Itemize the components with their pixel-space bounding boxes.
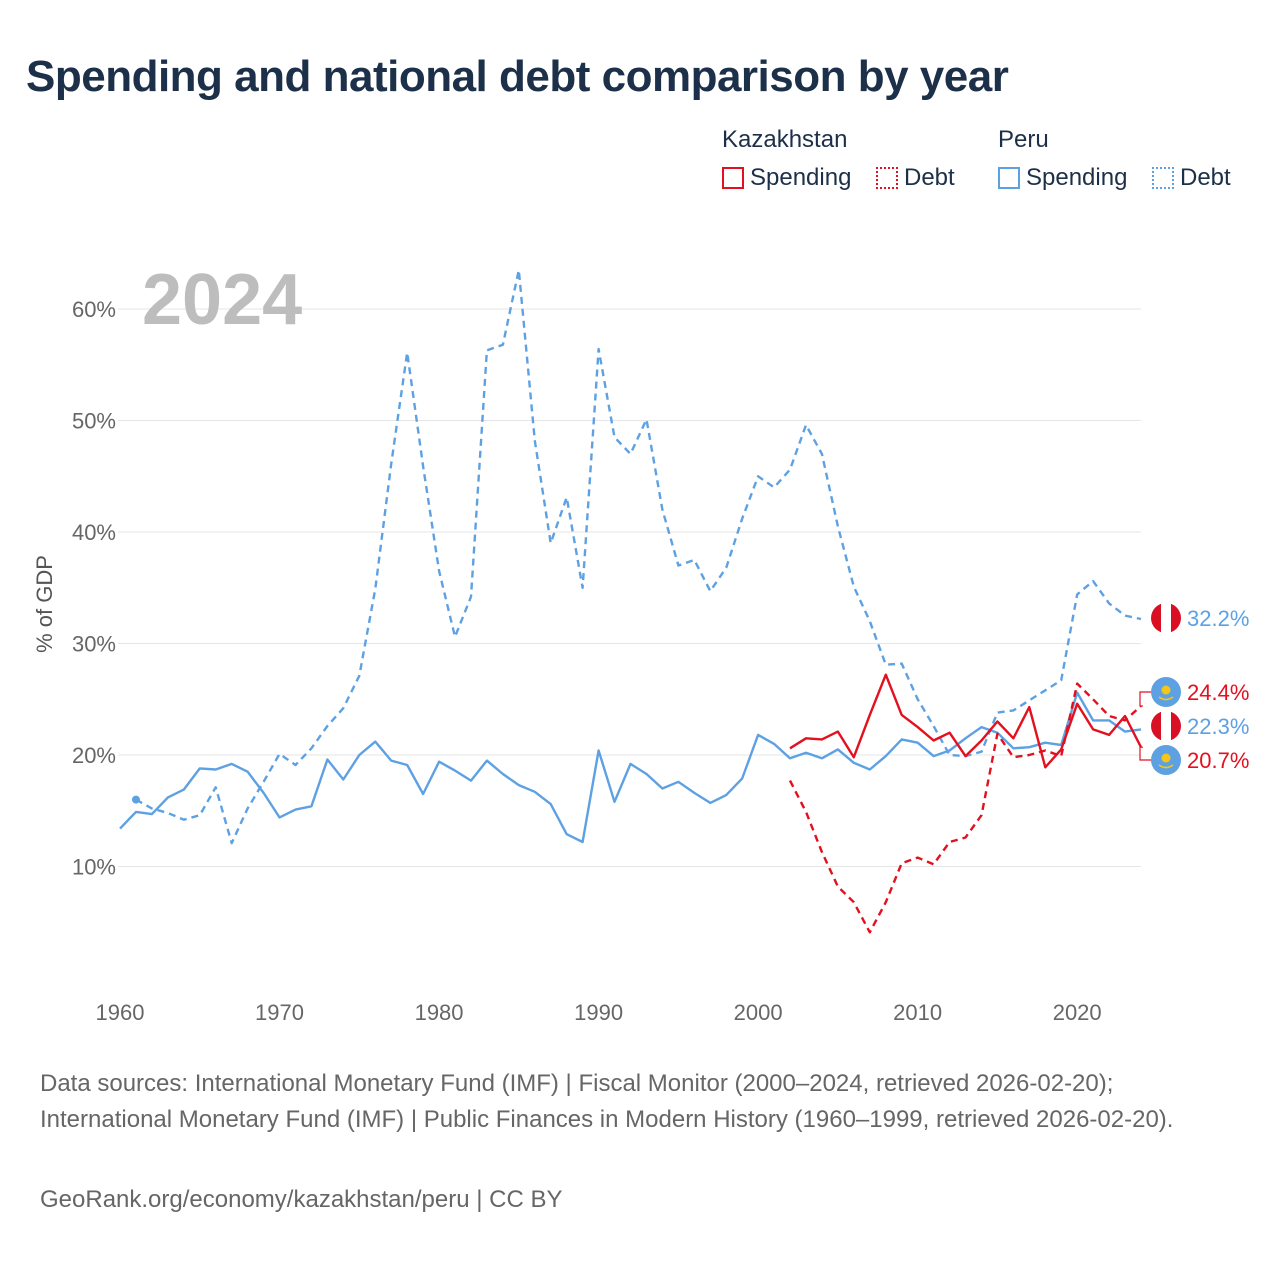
data-sources: Data sources: International Monetary Fun… [40, 1070, 1174, 1133]
legend-group-peru: Peru [998, 126, 1049, 153]
x-tick-label: 1970 [255, 1000, 304, 1025]
chart-title: Spending and national debt comparison by… [26, 52, 1009, 101]
end-value-label: 20.7% [1187, 748, 1249, 773]
legend-group-kazakhstan: Kazakhstan [722, 126, 848, 153]
credit-link[interactable]: GeoRank.org/economy/kazakhstan/peru | CC… [40, 1186, 563, 1213]
kazakhstan-flag-icon [1151, 677, 1181, 707]
x-tick-label: 2000 [734, 1000, 783, 1025]
legend-label: Debt [1180, 164, 1231, 191]
x-tick-label: 2010 [893, 1000, 942, 1025]
end-value-label: 22.3% [1187, 714, 1249, 739]
series-markers [131, 795, 140, 804]
y-tick-label: 30% [72, 632, 116, 657]
x-tick-label: 1980 [415, 1000, 464, 1025]
y-tick-label: 20% [72, 743, 116, 768]
series-line-peru-debt [135, 268, 1142, 845]
kazakhstan-flag-icon [1151, 745, 1181, 775]
legend-kazakhstan-spending[interactable]: Spending [722, 164, 851, 192]
x-tick-label: 2020 [1053, 1000, 1102, 1025]
legend-swatch-dotted [876, 167, 898, 189]
legend-kazakhstan-debt[interactable]: Debt [876, 164, 955, 192]
peru-flag-icon [1151, 711, 1181, 741]
legend-swatch-solid [998, 167, 1020, 189]
x-tick-label: 1990 [574, 1000, 623, 1025]
series-line-kazakhstan-spending [789, 673, 1143, 769]
y-tick-label: 50% [72, 409, 116, 434]
end-value-label: 24.4% [1187, 680, 1249, 705]
x-tick-label: 1960 [96, 1000, 145, 1025]
end-label-connector [1139, 691, 1151, 707]
current-year-label: 2024 [142, 260, 302, 340]
legend-label: Spending [1026, 164, 1128, 191]
legend-label: Debt [904, 164, 955, 191]
end-value-label: 32.2% [1187, 606, 1249, 631]
series-start-dot [131, 795, 140, 804]
y-tick-label: 10% [72, 855, 116, 880]
series-line-peru-spending [119, 691, 1142, 844]
y-tick-label: 60% [72, 297, 116, 322]
series-lines [119, 268, 1143, 934]
y-tick-label: 40% [72, 520, 116, 545]
legend-swatch-dotted [1152, 167, 1174, 189]
x-axis: 1960 1970 1980 1990 2000 2010 2020 [96, 1000, 1102, 1025]
end-labels: 32.2% 24.4% 22.3% 20.7% [1139, 603, 1249, 775]
legend-swatch-solid [722, 167, 744, 189]
gridlines [118, 308, 1141, 867]
legend-peru-spending[interactable]: Spending [998, 164, 1127, 192]
line-chart: 2024 % of GDP 10% 20% 30% 40% 50% 60% 1960 197… [32, 260, 1249, 1025]
peru-flag-icon [1151, 603, 1181, 633]
legend-label: Spending [750, 164, 852, 191]
legend-peru-debt[interactable]: Debt [1152, 164, 1231, 192]
series-line-kazakhstan-debt [788, 682, 1142, 934]
y-axis-label: % of GDP [32, 555, 57, 653]
y-axis: 10% 20% 30% 40% 50% 60% [72, 297, 116, 880]
end-label-connector [1139, 746, 1151, 761]
